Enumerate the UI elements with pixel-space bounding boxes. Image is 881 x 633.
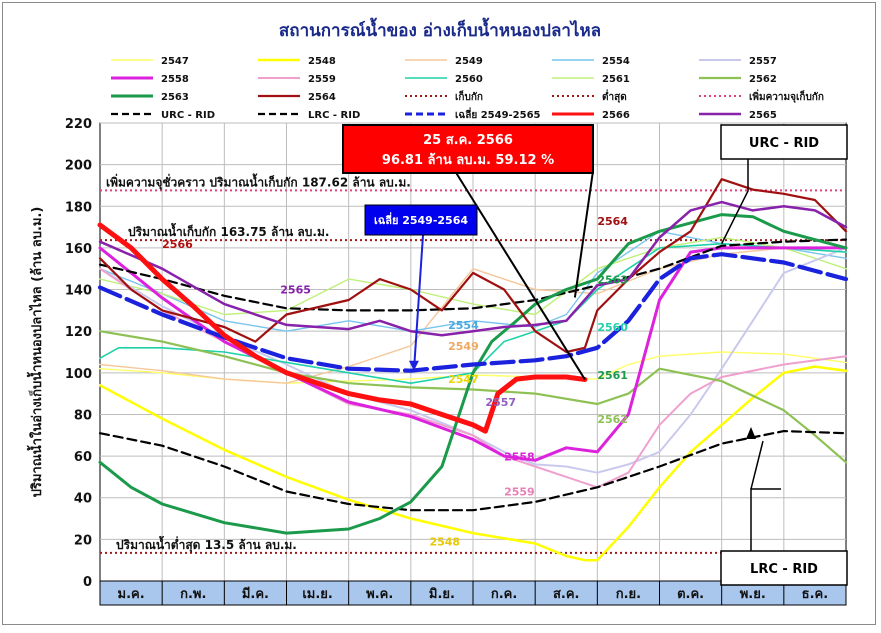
series-label-2557: 2557	[485, 396, 516, 409]
series-line-URC---RID	[98, 238, 848, 312]
series-line-เฉลี่ย-2549-2565	[97, 252, 849, 373]
lrc-callout-box	[720, 550, 848, 586]
chart-frame: สถานการณ์น้ำของ อ่างเก็บน้ำหนองปลาไหล 254…	[2, 2, 876, 625]
lrc-callout-label: LRC - RID	[750, 562, 818, 577]
y-tick-label: 180	[65, 200, 92, 215]
y-tick-label: 220	[65, 117, 92, 132]
series-label-2560: 2560	[597, 321, 628, 334]
month-label: ก.ย.	[616, 587, 641, 602]
series-label-2564: 2564	[597, 215, 628, 228]
series-label-2563: 2563	[597, 273, 628, 286]
legend-label-2563: 2563	[161, 92, 189, 103]
legend-label-LRC---RID: LRC - RID	[308, 110, 360, 121]
y-tick-label: 200	[65, 159, 92, 174]
average-callout-box	[364, 204, 478, 236]
series-label-2549: 2549	[448, 340, 479, 353]
lrc-callout-arrowhead	[746, 427, 756, 439]
y-tick-label: 120	[65, 325, 92, 340]
current-callout-date: 25 ส.ค. 2566	[423, 133, 513, 148]
legend-label-2554: 2554	[602, 56, 630, 67]
average-callout-leader	[412, 234, 424, 371]
y-tick-label: 40	[74, 492, 92, 507]
urc-callout-box	[720, 124, 848, 160]
y-axis-label: ปริมาณน้ำในอ่างเก็บน้ำหนองปลาไหล (ล้าน ล…	[26, 207, 45, 498]
reference-label-storage: ปริมาณน้ำเก็บกัก 163.75 ล้าน ลบ.ม.	[128, 222, 329, 239]
series-line-2561	[99, 236, 847, 316]
y-tick-label: 60	[74, 450, 92, 465]
series-label-2558: 2558	[504, 450, 535, 463]
y-tick-label: 140	[65, 284, 92, 299]
y-tick-label: 20	[74, 533, 92, 548]
series-label-2561: 2561	[597, 369, 628, 382]
month-label: ธ.ค.	[802, 587, 829, 602]
legend-label-2549: 2549	[455, 56, 483, 67]
legend-label-2566: 2566	[602, 110, 630, 121]
chart-title: สถานการณ์น้ำของ อ่างเก็บน้ำหนองปลาไหล	[279, 17, 601, 41]
current-callout-leader-2	[573, 170, 594, 298]
series-label-2562: 2562	[597, 413, 628, 426]
lrc-callout-leader-2	[750, 440, 764, 490]
legend-label-2561: 2561	[602, 74, 630, 85]
month-label: มิ.ย.	[429, 587, 455, 602]
legend-label-2557: 2557	[749, 56, 777, 67]
month-label: พ.ย.	[740, 587, 766, 602]
average-callout-label: เฉลี่ย 2549-2564	[374, 212, 468, 227]
series-line-2548	[98, 365, 848, 562]
urc-callout-leader	[720, 158, 749, 245]
series-line-LRC---RID	[98, 430, 848, 512]
month-label: มี.ค.	[242, 586, 269, 602]
legend-label-2558: 2558	[161, 74, 189, 85]
current-callout-value: 96.81 ล้าน ลบ.ม. 59.12 %	[382, 152, 554, 168]
month-label: ม.ค.	[118, 587, 145, 602]
legend-label-2547: 2547	[161, 56, 189, 67]
average-callout-arrowhead	[408, 360, 419, 371]
legend-label-2565: 2565	[749, 110, 777, 121]
month-label: ต.ค.	[677, 587, 704, 602]
month-label: ก.ค.	[491, 587, 517, 602]
legend-label-2548: 2548	[308, 56, 336, 67]
series-label-2548: 2548	[429, 536, 460, 549]
legend-label-2564: 2564	[308, 92, 336, 103]
reference-label-minimum: ปริมาณน้ำต่ำสุด 13.5 ล้าน ลบ.ม.	[116, 535, 297, 553]
legend-label-ต่ำสุด: ต่ำสุด	[602, 89, 627, 103]
series-line-2566	[97, 222, 588, 434]
reference-label-flood: เพิ่มความจุชั่วคราว ปริมาณน้ำเก็บกัก 187…	[106, 172, 411, 190]
legend-label-2559: 2559	[308, 74, 336, 85]
series-label-2565: 2565	[280, 284, 311, 297]
legend-label-2560: 2560	[455, 74, 483, 85]
legend-label-URC---RID: URC - RID	[161, 110, 215, 121]
series-line-2563	[98, 213, 848, 535]
legend-label-เฉลี่ย-2549-2565: เฉลี่ย 2549-2565	[455, 107, 541, 121]
month-label: ส.ค.	[553, 587, 580, 602]
y-tick-label: 80	[74, 408, 92, 423]
month-label: ก.พ.	[180, 587, 206, 602]
y-tick-label: 0	[83, 575, 92, 590]
month-label: เม.ย.	[302, 587, 333, 602]
series-label-2566: 2566	[162, 238, 193, 251]
reservoir-chart: สถานการณ์น้ำของ อ่างเก็บน้ำหนองปลาไหล 254…	[26, 17, 849, 606]
legend-label-2562: 2562	[749, 74, 777, 85]
series-line-2564	[98, 178, 848, 354]
series-line-2562	[98, 330, 848, 464]
series-label-2559: 2559	[504, 486, 535, 499]
series-label-2554: 2554	[448, 319, 479, 332]
urc-callout-label: URC - RID	[749, 136, 819, 151]
legend-label-เก็บกัก: เก็บกัก	[455, 89, 483, 103]
series-label-2547: 2547	[448, 373, 479, 386]
current-callout-box	[342, 124, 594, 174]
series-line-2565	[98, 200, 848, 337]
legend-label-เพิ่มความจุเก็บกัก: เพิ่มความจุเก็บกัก	[749, 89, 824, 103]
series-line-2554	[99, 230, 847, 332]
y-tick-label: 160	[65, 242, 92, 257]
month-label: พ.ค.	[366, 587, 393, 602]
y-tick-label: 100	[65, 367, 92, 382]
